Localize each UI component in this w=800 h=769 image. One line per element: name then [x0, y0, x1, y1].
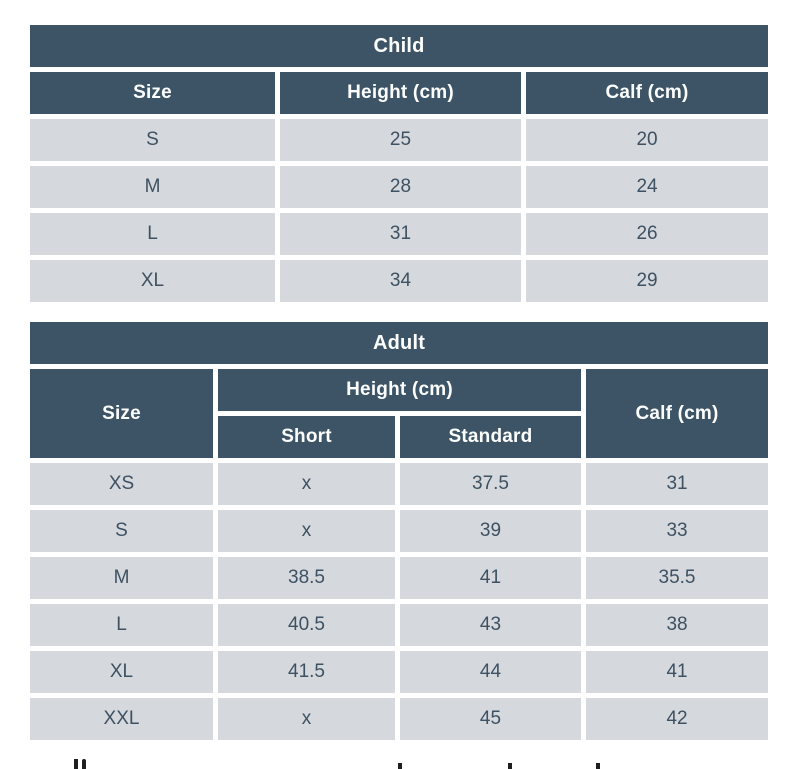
size-cell: S	[30, 119, 275, 161]
standard-cell: 39	[400, 510, 581, 552]
size-cell: M	[30, 166, 275, 208]
table-row: M 28 24	[30, 166, 769, 208]
table-row: XL 34 29	[30, 260, 769, 302]
standard-cell: 45	[400, 698, 581, 740]
adult-header-height-group: Height (cm)	[218, 369, 581, 411]
child-size-table: Child Size Height (cm) Calf (cm) S 25 20…	[25, 20, 773, 307]
adult-size-table: Adult Size Height (cm) Calf (cm) Short S…	[25, 317, 773, 745]
calf-cell: 20	[526, 119, 769, 161]
table-row: M 38.5 41 35.5	[30, 557, 769, 599]
child-header-height: Height (cm)	[280, 72, 521, 114]
size-charts: Child Size Height (cm) Calf (cm) S 25 20…	[25, 20, 773, 745]
calf-cell: 41	[586, 651, 769, 693]
child-header-calf: Calf (cm)	[526, 72, 769, 114]
size-cell: L	[30, 604, 213, 646]
size-cell: XL	[30, 651, 213, 693]
size-cell: L	[30, 213, 275, 255]
child-header-size: Size	[30, 72, 275, 114]
calf-cell: 42	[586, 698, 769, 740]
adult-header-short: Short	[218, 416, 395, 458]
table-row: L 31 26	[30, 213, 769, 255]
cropped-text-remnant	[82, 759, 86, 769]
adult-title-row: Adult	[30, 322, 769, 364]
size-cell: XL	[30, 260, 275, 302]
table-row: S 25 20	[30, 119, 769, 161]
table-row: L 40.5 43 38	[30, 604, 769, 646]
standard-cell: 44	[400, 651, 581, 693]
cropped-text-remnant	[596, 763, 600, 769]
height-cell: 34	[280, 260, 521, 302]
short-cell: 40.5	[218, 604, 395, 646]
cropped-text-remnant	[508, 763, 512, 769]
calf-cell: 29	[526, 260, 769, 302]
calf-cell: 35.5	[586, 557, 769, 599]
short-cell: 38.5	[218, 557, 395, 599]
adult-header-calf: Calf (cm)	[586, 369, 769, 458]
calf-cell: 24	[526, 166, 769, 208]
size-cell: M	[30, 557, 213, 599]
table-row: S x 39 33	[30, 510, 769, 552]
cropped-text-remnant	[398, 763, 402, 769]
short-cell: 41.5	[218, 651, 395, 693]
short-cell: x	[218, 463, 395, 505]
height-cell: 28	[280, 166, 521, 208]
adult-table-title: Adult	[30, 322, 769, 364]
standard-cell: 41	[400, 557, 581, 599]
child-table-title: Child	[30, 25, 769, 67]
adult-header-standard: Standard	[400, 416, 581, 458]
adult-header-row-sub: Short Standard	[30, 416, 768, 458]
calf-cell: 38	[586, 604, 769, 646]
adult-header-size: Size	[30, 369, 213, 458]
calf-cell: 26	[526, 213, 769, 255]
cropped-text-remnant	[74, 759, 78, 769]
standard-cell: 37.5	[400, 463, 581, 505]
calf-cell: 33	[586, 510, 769, 552]
child-header-row: Size Height (cm) Calf (cm)	[30, 72, 769, 114]
adult-header-row-top: Size Height (cm) Calf (cm)	[30, 369, 769, 458]
short-cell: x	[218, 510, 395, 552]
height-cell: 31	[280, 213, 521, 255]
child-title-row: Child	[30, 25, 769, 67]
standard-cell: 43	[400, 604, 581, 646]
height-cell: 25	[280, 119, 521, 161]
table-row: XXL x 45 42	[30, 698, 769, 740]
size-cell: XXL	[30, 698, 213, 740]
calf-cell: 31	[586, 463, 769, 505]
size-cell: XS	[30, 463, 213, 505]
size-cell: S	[30, 510, 213, 552]
short-cell: x	[218, 698, 395, 740]
table-row: XL 41.5 44 41	[30, 651, 769, 693]
table-row: XS x 37.5 31	[30, 463, 769, 505]
